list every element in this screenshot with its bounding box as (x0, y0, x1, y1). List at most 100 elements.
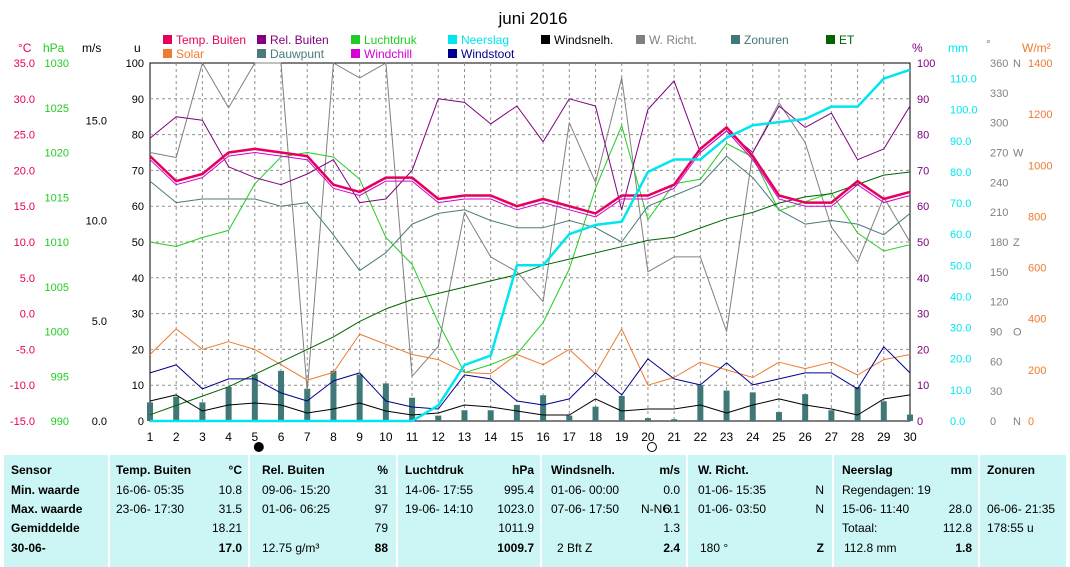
legend-label-neerslag: Neerslag (461, 33, 509, 47)
temp-header: Temp. Buiten (116, 463, 192, 477)
tick-mm: 60.0 (950, 229, 971, 241)
tick-mm: 30.0 (950, 323, 971, 335)
rain-total: 112.8 (942, 521, 972, 535)
dir-min-time: 01-06- 15:35 (698, 483, 767, 497)
tick-temp: 10.0 (14, 237, 35, 249)
line-windsnelh (149, 394, 911, 416)
tick-wm2: 1200 (1028, 109, 1052, 121)
sun-hours-bar (147, 402, 153, 421)
stats-panel: Sensor Min. waarde Max. waarde Gemiddeld… (0, 455, 1070, 567)
legend-label-luchtdruk: Luchtdruk (364, 33, 418, 47)
tick-x: 23 (720, 430, 734, 444)
chart-title: juni 2016 (497, 9, 567, 28)
tick-x: 30 (903, 430, 917, 444)
tick-mm: 90.0 (950, 136, 971, 148)
rain-unit: mm (950, 463, 972, 477)
tick-pct: 30 (917, 309, 929, 321)
tick-pct: 100 (917, 58, 935, 70)
temp-max: 31.5 (218, 502, 242, 516)
tick-wm2: 0 (1028, 416, 1034, 428)
tick-x: 9 (356, 430, 363, 444)
tick-x: 20 (641, 430, 655, 444)
wind-beaufort: 2 Bft Z (557, 541, 593, 555)
tick-compass: O (1013, 327, 1022, 339)
legend-label-windsnelh: Windsnelh. (554, 33, 613, 47)
tick-deg: 180 (990, 237, 1008, 249)
legend-swatch-solar (163, 49, 172, 58)
tick-temp: 0.0 (20, 309, 35, 321)
tick-deg: 60 (990, 356, 1002, 368)
unit-press: hPa (43, 41, 65, 55)
unit-mm: mm (948, 41, 968, 55)
tick-mm: 70.0 (950, 198, 971, 210)
tick-press: 1000 (45, 327, 69, 339)
tick-x: 4 (225, 430, 232, 444)
sun-hours-bar (304, 388, 311, 421)
tick-press: 1030 (45, 58, 69, 70)
sun-hours-bar (775, 412, 782, 421)
sun-hours-bar (173, 396, 180, 421)
tick-press: 1005 (45, 282, 69, 294)
tick-temp: 20.0 (14, 165, 35, 177)
row-label-min: Min. waarde (11, 483, 80, 497)
tick-x: 15 (510, 430, 524, 444)
tick-u: 30 (132, 309, 144, 321)
wind-min: 0.0 (663, 483, 680, 497)
hum-max: 97 (374, 502, 388, 516)
tick-wm2: 200 (1028, 365, 1046, 377)
hum-abs: 12.75 g/m³ (262, 541, 320, 555)
tick-x: 16 (536, 430, 550, 444)
tick-compass: W (1013, 148, 1024, 160)
dir-min: N (815, 483, 824, 497)
legend-label-w-richt: W. Richt. (649, 33, 697, 47)
tick-u: 90 (132, 94, 144, 106)
legend-label-zonuren: Zonuren (744, 33, 789, 47)
tick-deg: 90 (990, 327, 1002, 339)
tick-u: 50 (132, 237, 144, 249)
tick-temp: 15.0 (14, 201, 35, 213)
sun-hours-bar (566, 415, 573, 421)
line-et (149, 171, 911, 416)
tick-u: 20 (132, 344, 144, 356)
tick-u: 60 (132, 201, 144, 213)
wind-min-time: 01-06- 00:00 (551, 483, 620, 497)
tick-x: 19 (615, 430, 629, 444)
press-avg: 1011.9 (498, 521, 534, 535)
tick-x: 24 (746, 430, 760, 444)
tick-x: 26 (798, 430, 812, 444)
line-neerslag (150, 68, 911, 423)
dir-max: N (815, 502, 824, 516)
unit-wind: m/s (82, 41, 101, 55)
legend-label-temp-buiten: Temp. Buiten (176, 33, 246, 47)
tick-temp: 5.0 (20, 273, 35, 285)
legend-swatch-windstoot (448, 49, 457, 58)
tick-u: 40 (132, 273, 144, 285)
tick-temp: -5.0 (16, 344, 35, 356)
tick-mm: 10.0 (950, 385, 971, 397)
rain-total-label: Totaal: (842, 521, 878, 535)
press-unit: hPa (511, 463, 534, 477)
tick-x: 14 (484, 430, 498, 444)
tick-compass: N (1013, 58, 1021, 70)
tick-pct: 20 (917, 344, 929, 356)
legend-swatch-dauwpunt (257, 49, 266, 58)
tick-deg: 210 (990, 207, 1008, 219)
tick-pct: 80 (917, 130, 929, 142)
sun-hours-bar (225, 386, 232, 421)
hum-min: 31 (374, 483, 388, 497)
tick-pct: 0 (917, 416, 923, 428)
tick-press: 1020 (45, 148, 69, 160)
line-solar (149, 328, 911, 386)
sun-hours-bar (435, 415, 442, 421)
sun-header: Zonuren (987, 463, 1035, 477)
rain-max: 28.0 (948, 502, 972, 516)
tick-u: 80 (132, 130, 144, 142)
temp-current: 17.0 (218, 541, 242, 555)
moon-new-icon (646, 442, 657, 452)
line-dauwpunt (149, 155, 911, 272)
sun-hours-bar (199, 402, 206, 421)
sun-max-time: 06-06- 21:35 (987, 502, 1056, 516)
tick-x: 2 (173, 430, 180, 444)
